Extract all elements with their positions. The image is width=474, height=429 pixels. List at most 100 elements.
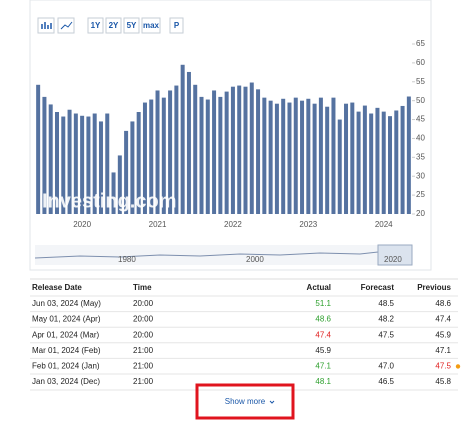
table-cell: 51.1 <box>315 299 331 308</box>
table-cell: 20:00 <box>133 299 154 308</box>
table-cell: 48.5 <box>378 299 394 308</box>
toolbar-button[interactable] <box>141 17 161 34</box>
table-cell: 47.4 <box>315 330 331 339</box>
bar <box>356 111 361 214</box>
table-cell: 47.5 <box>378 330 394 339</box>
x-tick-label: 2021 <box>149 220 167 229</box>
bar <box>325 106 330 214</box>
bar <box>362 105 367 214</box>
table-cell: Jan 03, 2024 (Dec) <box>32 377 100 386</box>
table-cell: 20:00 <box>133 315 154 324</box>
bar <box>400 105 405 214</box>
y-tick-label: 25 <box>416 190 425 199</box>
navigator-label: 2000 <box>246 255 264 264</box>
bar <box>67 109 72 214</box>
table-header: Previous <box>417 283 451 292</box>
bar <box>48 104 53 214</box>
table-cell: 21:00 <box>133 346 154 355</box>
bar <box>136 112 141 214</box>
bar <box>243 86 248 214</box>
toolbar-label[interactable]: 5Y <box>127 21 137 30</box>
y-tick-label: 20 <box>416 209 425 218</box>
table-header: Actual <box>307 283 331 292</box>
bar <box>344 103 349 214</box>
bar <box>287 102 292 214</box>
table-cell: Apr 01, 2024 (Mar) <box>32 330 99 339</box>
y-tick-label: 65 <box>416 39 425 48</box>
bar <box>256 89 261 214</box>
table-cell: 48.6 <box>435 299 451 308</box>
y-tick-label: 55 <box>416 77 425 86</box>
bar <box>80 115 85 214</box>
table-cell: 48.6 <box>315 315 331 324</box>
area-glyph <box>60 21 73 30</box>
bar <box>274 103 279 214</box>
toolbar-label[interactable]: P <box>174 21 180 30</box>
toolbar-label[interactable]: max <box>143 21 160 30</box>
bar <box>73 113 78 214</box>
bar <box>406 96 411 214</box>
bar <box>142 102 147 214</box>
bar <box>212 90 217 214</box>
caret[interactable] <box>269 400 275 404</box>
x-tick-label: 2023 <box>299 220 317 229</box>
toolbar-button[interactable] <box>105 17 122 34</box>
toolbar-button[interactable] <box>123 17 140 34</box>
table-cell: 45.8 <box>435 377 451 386</box>
bar <box>36 84 41 214</box>
toolbar-label[interactable]: 1Y <box>91 21 101 30</box>
bar <box>262 97 267 214</box>
bar <box>394 110 399 214</box>
table-cell: 47.5 <box>435 362 451 371</box>
show-more[interactable]: Show more <box>225 397 266 406</box>
navigator-window[interactable] <box>377 244 413 266</box>
y-tick-label: 50 <box>416 96 425 105</box>
bar <box>161 97 166 214</box>
table-cell: 47.4 <box>435 315 451 324</box>
bar <box>124 130 129 214</box>
bar <box>268 100 273 214</box>
table-cell: 47.0 <box>378 362 394 371</box>
table-cell: 21:00 <box>133 377 154 386</box>
toolbar-button[interactable] <box>169 17 184 34</box>
table-cell: 47.1 <box>315 362 331 371</box>
bar-icon[interactable] <box>37 17 55 34</box>
bar <box>293 97 298 214</box>
x-tick-label: 2022 <box>224 220 242 229</box>
toolbar-label[interactable]: 2Y <box>109 21 119 30</box>
x-tick-label: 2024 <box>375 220 393 229</box>
toolbar-button[interactable] <box>87 17 104 34</box>
bar <box>180 64 185 215</box>
bar <box>130 121 135 214</box>
bar <box>249 82 254 215</box>
table-header: Release Date <box>32 283 82 292</box>
table-cell: 47.1 <box>435 346 451 355</box>
table-header: Forecast <box>361 283 395 292</box>
table-cell: 45.9 <box>435 330 451 339</box>
bar <box>92 113 97 214</box>
bar <box>218 96 223 214</box>
y-tick-label: 60 <box>416 58 425 67</box>
bar <box>331 97 336 214</box>
bar <box>369 113 374 214</box>
table-cell: 46.5 <box>378 377 394 386</box>
table-cell: Mar 01, 2024 (Feb) <box>32 346 101 355</box>
table-cell: Feb 01, 2024 (Jan) <box>32 362 100 371</box>
bar <box>42 96 47 214</box>
y-tick-label: 45 <box>416 115 425 124</box>
bar <box>230 86 235 214</box>
table-cell: 48.2 <box>378 315 394 324</box>
table-cell: 20:00 <box>133 330 154 339</box>
bar <box>224 91 229 214</box>
table-cell: 48.1 <box>315 377 331 386</box>
bar <box>174 85 179 214</box>
navigator-label: 1980 <box>118 255 136 264</box>
bar <box>155 90 160 214</box>
bar <box>149 99 154 214</box>
table-cell: 45.9 <box>315 346 331 355</box>
bar <box>61 116 66 214</box>
bar <box>300 100 305 214</box>
bar <box>54 112 59 214</box>
